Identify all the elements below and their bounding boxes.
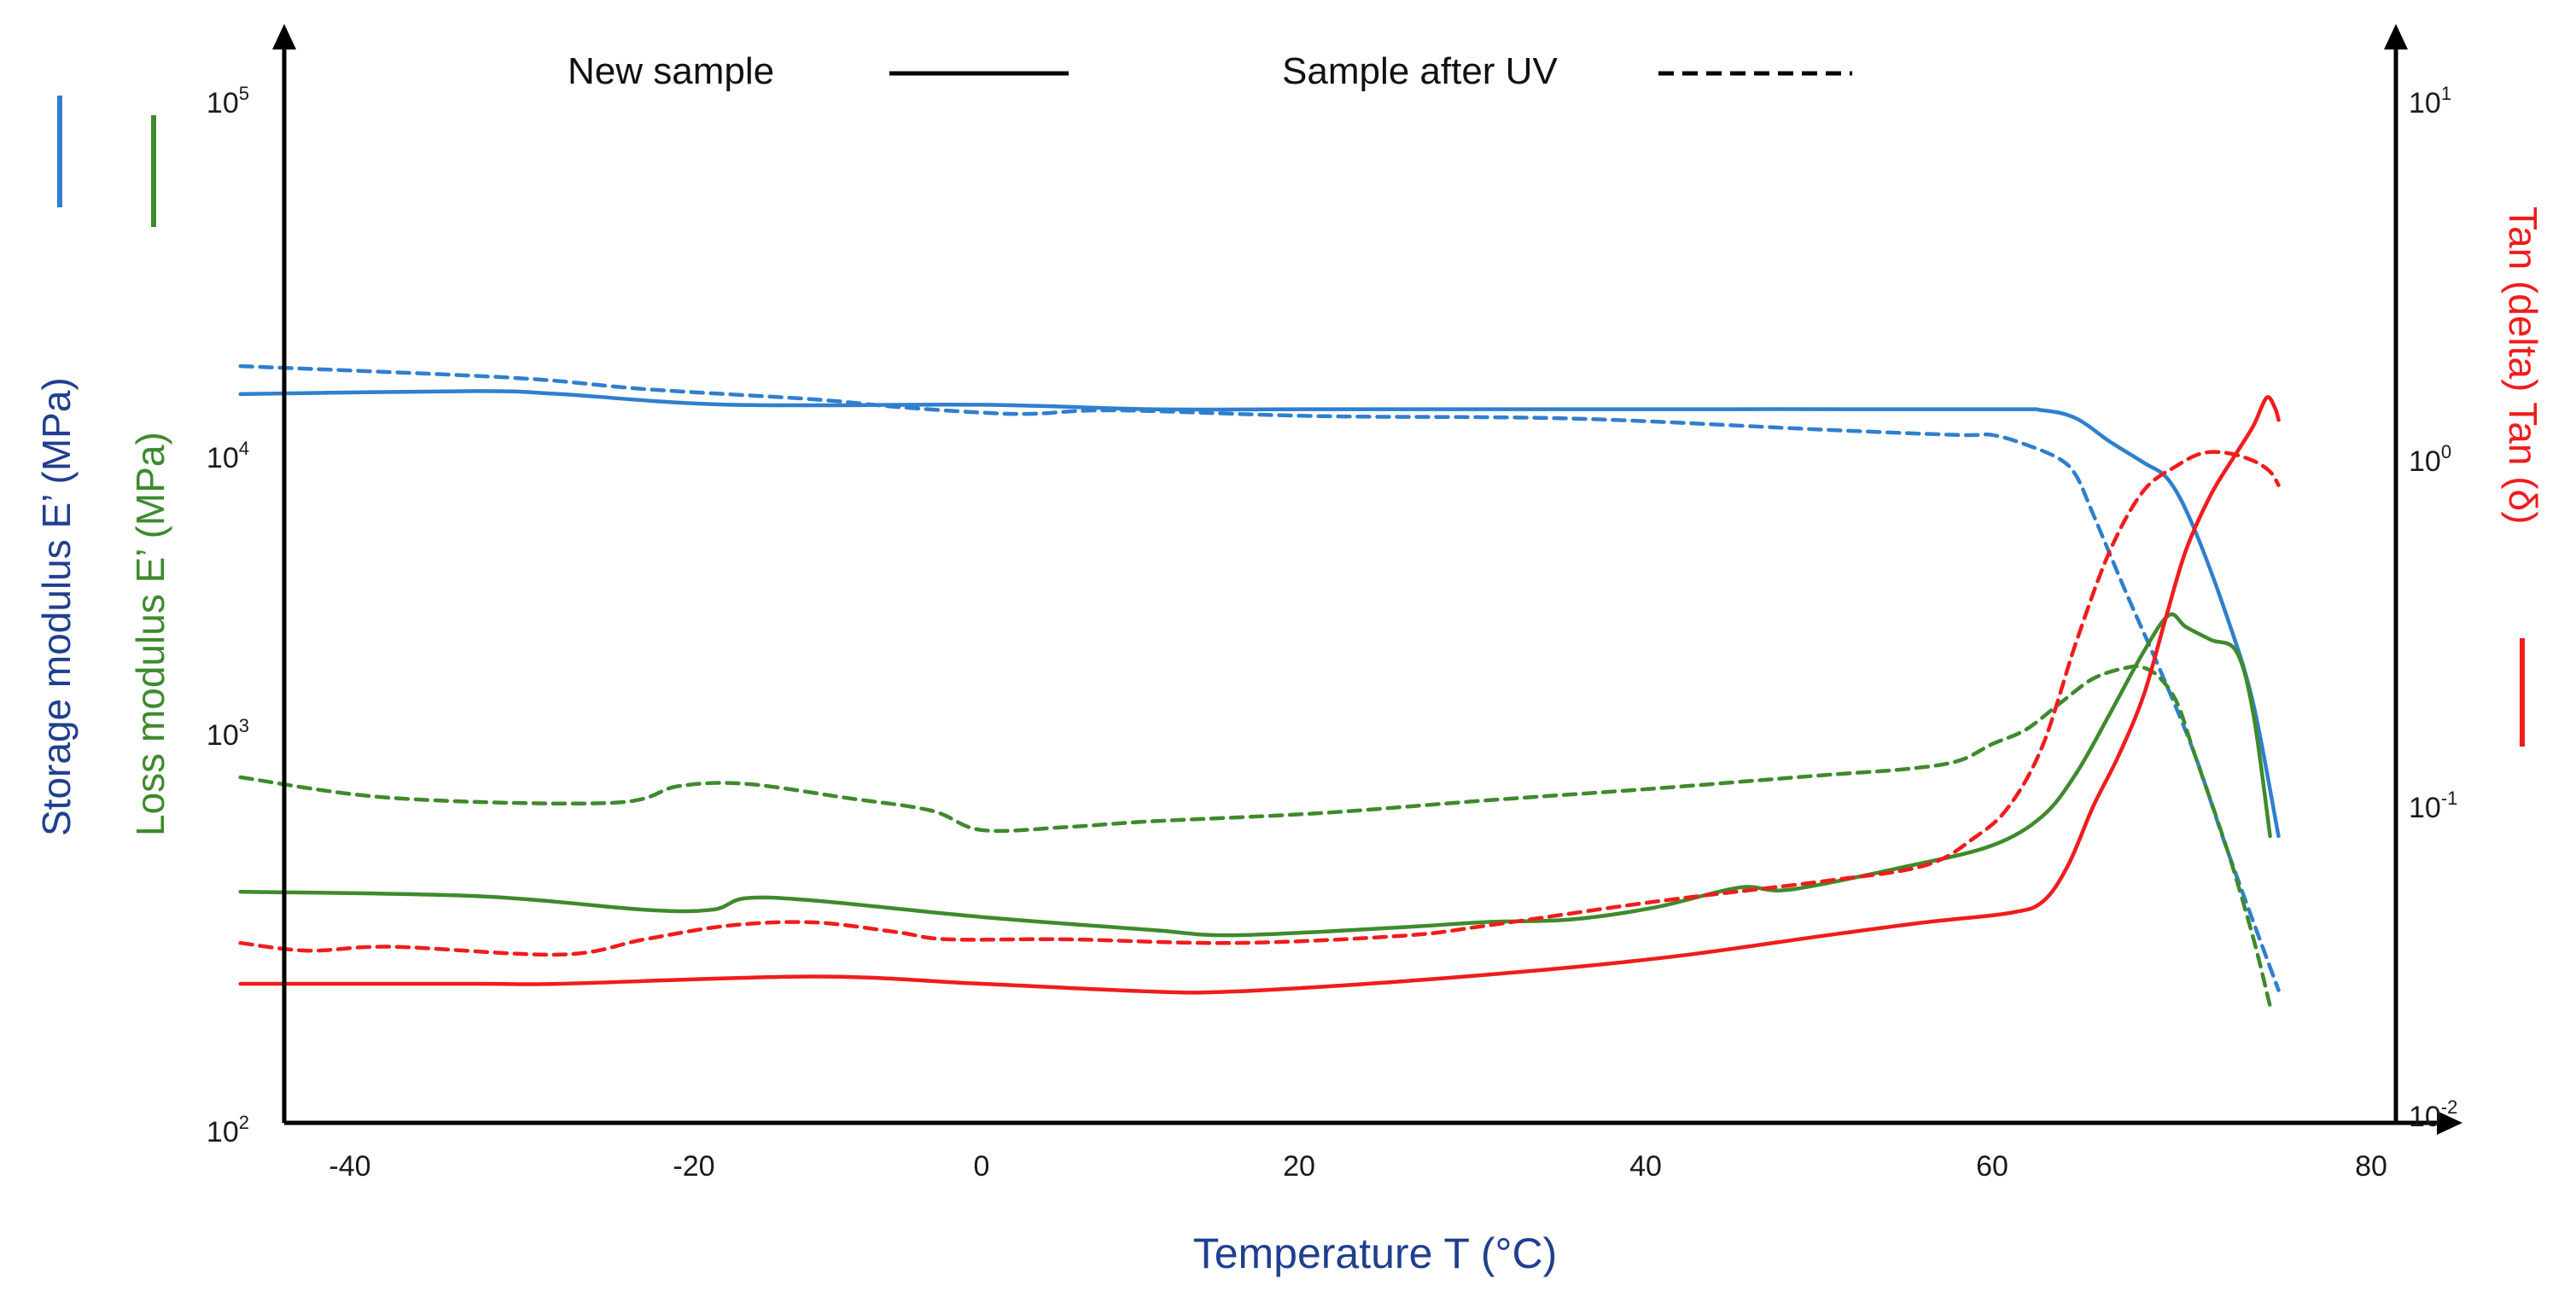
tick-base: 10	[2409, 87, 2441, 119]
legend: New sample Sample after UV	[568, 50, 1852, 92]
series-line-tan-new-sample	[238, 395, 2281, 995]
right-y-tick-label: 10-1	[2409, 788, 2457, 824]
tick-exponent: 5	[239, 83, 249, 104]
tick-exponent: 4	[239, 438, 249, 459]
tick-base: 10	[207, 1116, 239, 1148]
series-line-storage-after-uv	[238, 363, 2281, 992]
right-y-tick-labels: 10-2 10-1 100 101	[2409, 83, 2457, 1133]
tick-base: 10	[207, 719, 239, 752]
tick-exponent: 2	[239, 1112, 249, 1133]
tick-exponent: -2	[2441, 1096, 2458, 1118]
left-y-tick-label: 103	[207, 715, 249, 752]
tan-delta-axis-title: Tan (delta) Tan (δ)	[2501, 206, 2545, 524]
left-y-tick-labels: 102 103 104 105	[207, 83, 249, 1148]
x-tick-labels: -40 -20 0 20 40 60 80	[329, 1150, 2387, 1183]
x-tick-label: -20	[673, 1150, 714, 1183]
series-line-loss-after-uv	[238, 664, 2272, 1009]
x-tick-label: 0	[974, 1150, 990, 1183]
left-y-tick-label: 105	[207, 83, 249, 119]
x-tick-label: 20	[1283, 1150, 1315, 1183]
tick-base: 10	[2409, 792, 2441, 824]
tick-exponent: -1	[2441, 788, 2458, 809]
legend-label-after-uv: Sample after UV	[1282, 50, 1558, 92]
tick-base: 10	[207, 442, 239, 474]
x-axis-arrowhead	[2437, 1111, 2462, 1135]
loss-modulus-axis-title: Loss modulus E’ (MPa)	[128, 432, 172, 836]
tick-exponent: 0	[2441, 441, 2451, 462]
tick-base: 10	[207, 87, 239, 119]
left-y-axis-arrowhead	[272, 24, 296, 49]
series-line-loss-new-sample	[238, 612, 2272, 938]
right-y-tick-label: 10-2	[2409, 1096, 2457, 1133]
left-y-tick-label: 104	[207, 438, 249, 474]
series-layer	[238, 363, 2281, 1009]
tick-exponent: 1	[2441, 83, 2451, 104]
x-tick-label: 60	[1976, 1150, 2008, 1183]
x-tick-label: 40	[1629, 1150, 1662, 1183]
x-tick-label: 80	[2355, 1150, 2387, 1183]
x-tick-label: -40	[329, 1150, 370, 1183]
series-line-storage-new-sample	[238, 389, 2281, 839]
right-y-tick-label: 101	[2409, 83, 2451, 119]
series-line-tan-after-uv	[238, 450, 2281, 957]
right-y-tick-label: 100	[2409, 441, 2451, 478]
right-y-axis-arrowhead	[2384, 24, 2408, 49]
x-axis-title: Temperature T (°C)	[1193, 1230, 1558, 1277]
left-y-tick-label: 102	[207, 1112, 249, 1148]
tick-exponent: 3	[239, 715, 249, 736]
tick-base: 10	[2409, 445, 2441, 478]
storage-modulus-axis-title: Storage modulus E’ (MPa)	[34, 377, 79, 836]
tick-base: 10	[2409, 1101, 2441, 1133]
legend-label-new-sample: New sample	[568, 50, 774, 92]
